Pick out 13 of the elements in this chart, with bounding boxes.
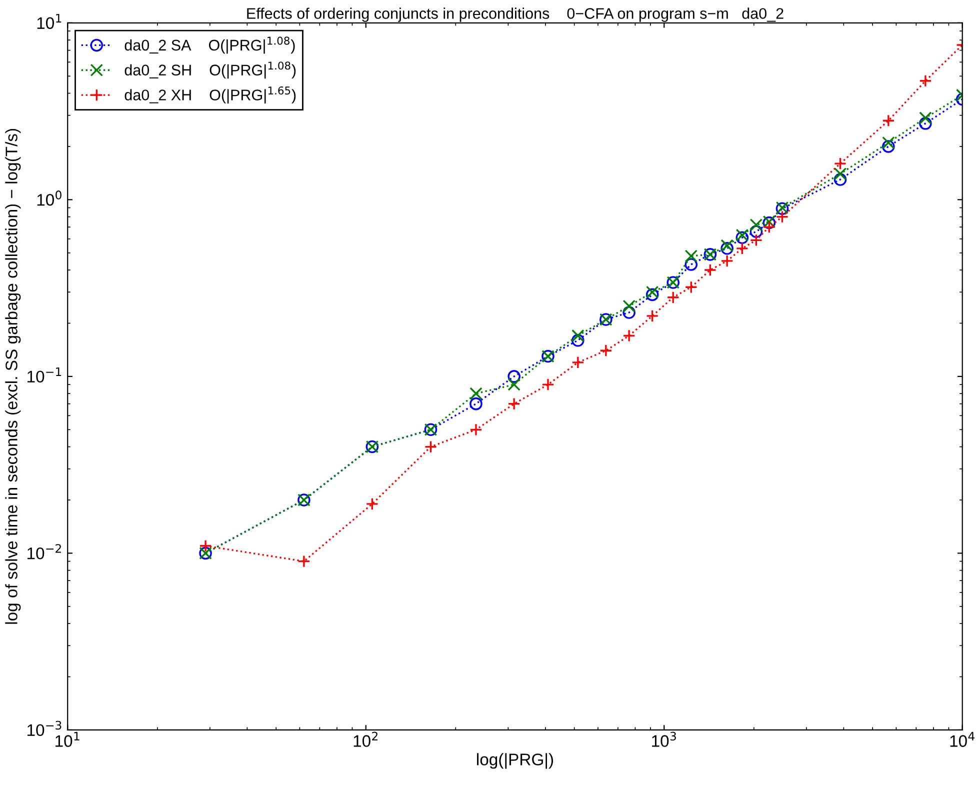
x-tick-label: 10$^{4}$ [950,732,974,747]
x-tick-label: 10$^{2}$ [354,732,378,747]
y-tick-label: 10$^{−2}$ [28,544,61,560]
y-tick-label: 10$^{0}$ [37,190,62,206]
y-tick-label: 10$^{−1}$ [28,367,62,383]
y-tick-label: 10$^{1}$ [37,14,62,29]
legend-label: da0_2 SH O(|PRG|$^{1.08}$) [124,62,296,79]
y-axis-title: log of solve time in seconds (excl. SS garbage collection) − log(T/s) [5,128,21,624]
legend-label: da0_2 SA O(|PRG|$^{1.08}$) [124,36,295,54]
legend-label: da0_2 XH O(|PRG|$^{1.65}$) [124,86,296,104]
x-tick-label: 10$^{3}$ [652,732,676,747]
chart-title: Effects of ordering conjuncts in preconditions 0−CFA on program s−m da0_2 [247,8,784,22]
x-axis-title: log(|PRG|) [477,753,554,769]
